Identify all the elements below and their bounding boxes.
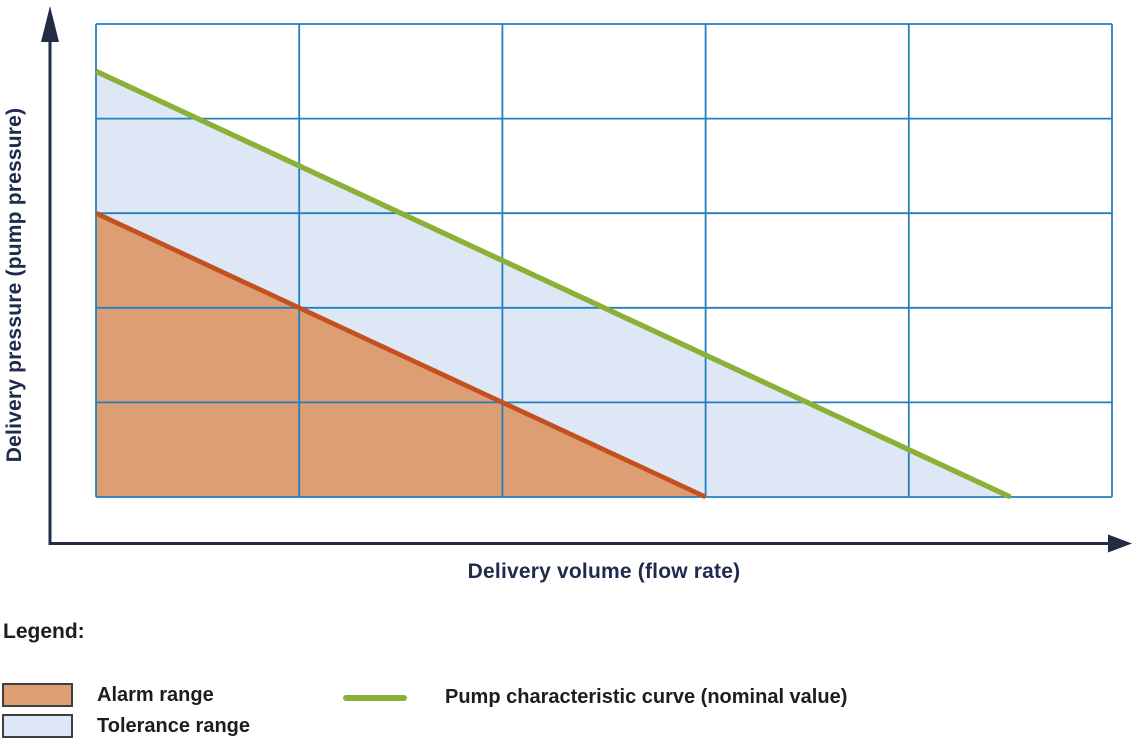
chart-canvas	[41, 6, 1132, 553]
tolerance-range-label: Tolerance range	[97, 715, 251, 737]
chart-gridlines	[95, 23, 1113, 498]
chart-curves	[94, 68, 1012, 500]
y-axis-label: Delivery pressure (pump pressure)	[3, 107, 26, 463]
alarm-range-label: Alarm range	[97, 684, 214, 706]
nominal-curve-swatch	[343, 695, 407, 701]
nominal-curve-label: Pump characteristic curve (nominal value…	[445, 686, 848, 708]
axes	[41, 6, 1132, 553]
x-axis-label: Delivery volume (flow rate)	[467, 560, 741, 583]
tolerance-range-swatch	[2, 714, 73, 738]
legend-heading: Legend:	[3, 620, 85, 643]
alarm-range-swatch	[2, 683, 73, 707]
